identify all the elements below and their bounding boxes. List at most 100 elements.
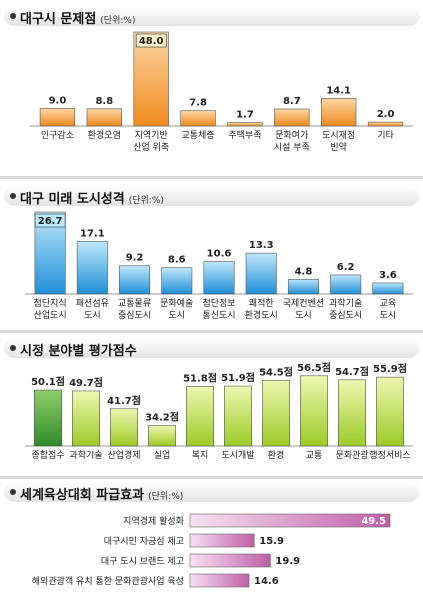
value-label: 4.8 bbox=[295, 266, 313, 277]
value-label: 8.7 bbox=[283, 96, 301, 107]
value-label-box bbox=[135, 33, 167, 48]
value-label: 10.6 bbox=[207, 248, 232, 259]
panel-title: 시정 분야별 평가점수 bbox=[20, 344, 137, 359]
value-label: 7.8 bbox=[189, 98, 207, 109]
value-label: 17.1 bbox=[80, 228, 105, 239]
value-label: 14.1 bbox=[326, 85, 351, 96]
value-label: 1.7 bbox=[236, 110, 254, 121]
value-label: 6.2 bbox=[337, 262, 355, 273]
bar bbox=[76, 241, 108, 295]
bar bbox=[133, 31, 169, 127]
bullet-icon bbox=[10, 489, 16, 495]
category-label: 빈약 bbox=[330, 141, 347, 153]
value-label: 8.8 bbox=[95, 96, 113, 107]
category-label: 대구시민 자긍심 제고 bbox=[104, 536, 184, 547]
value-label: 2.0 bbox=[377, 109, 395, 120]
panel-future: 대구 미래 도시성격 (단위:%) 26.7 첨단지식 산업도시 17.1 패션섬유 도시 9… bbox=[0, 182, 423, 327]
value-label: 49.7점 bbox=[69, 377, 103, 389]
bar bbox=[189, 533, 255, 548]
value-label: 14.6 bbox=[254, 576, 279, 587]
value-label: 9.2 bbox=[126, 253, 144, 264]
category-label: 주택부족 bbox=[228, 130, 261, 141]
category-label: 교통 bbox=[306, 450, 323, 461]
value-label: 55.9점 bbox=[373, 363, 407, 375]
category-label: 해외관광객 유치 통한 문화관광사업 육성 bbox=[32, 575, 184, 587]
category-label: 통신도시 bbox=[202, 310, 235, 321]
category-label: 행정서비스 bbox=[369, 449, 410, 461]
category-label: 문화예술 bbox=[160, 298, 193, 309]
value-label: 48.0 bbox=[139, 36, 164, 47]
bar bbox=[245, 252, 277, 295]
category-label: 대구 도시 브랜드 제고 bbox=[101, 556, 184, 567]
bullet-icon bbox=[10, 13, 16, 19]
category-label: 첨단정보 bbox=[202, 298, 235, 309]
category-label: 과학기술 bbox=[69, 450, 102, 461]
divider bbox=[0, 330, 423, 333]
value-label: 19.9 bbox=[275, 556, 300, 567]
category-label: 지역기반 bbox=[135, 130, 168, 141]
category-label: 국제컨벤션 bbox=[283, 298, 324, 309]
value-label: 56.5점 bbox=[297, 362, 331, 374]
value-label: 8.6 bbox=[168, 255, 186, 266]
bar bbox=[119, 265, 151, 295]
divider bbox=[0, 176, 423, 179]
bar bbox=[372, 282, 404, 295]
chart-problems: 9.0 인구감소 8.8 환경오염 48.0 지역기반 산업 위축 7.8 교통체증 1.7 주택부… bbox=[4, 30, 419, 160]
chart-effects: 지역경제 활성화 49.5 대구시민 자긍심 제고 15.9 대구 도시 브랜드 제고 1… bbox=[4, 506, 419, 611]
category-label: 실업 bbox=[154, 450, 171, 461]
category-label: 문화여가 bbox=[275, 129, 308, 141]
value-label: 41.7점 bbox=[107, 395, 141, 407]
panel-title: 세계육상대회 파급효과 (단위:%) bbox=[20, 488, 184, 503]
panel-header: 대구시 문제점 (단위:%) bbox=[4, 6, 419, 27]
bar bbox=[224, 385, 252, 447]
category-label: 첨단지식 bbox=[34, 298, 67, 309]
category-label: 인구감소 bbox=[41, 129, 74, 141]
category-label: 복지 bbox=[192, 450, 209, 461]
divider bbox=[0, 476, 423, 479]
value-label: 50.1점 bbox=[31, 376, 65, 388]
bar bbox=[274, 108, 310, 127]
category-label: 산업도시 bbox=[34, 310, 67, 321]
category-label: 산업경제 bbox=[107, 449, 140, 461]
chart-scores: 50.1점 종합점수 49.7점 과학기술 41.7점 산업경제 34.2점 실업 51.8점 복… bbox=[4, 362, 419, 474]
category-label: 패션섬유 bbox=[76, 298, 109, 309]
bar bbox=[287, 278, 319, 295]
value-label: 26.7 bbox=[38, 216, 63, 227]
category-label: 과학기술 bbox=[329, 298, 362, 309]
bar bbox=[227, 122, 263, 127]
category-label: 문화관광 bbox=[335, 449, 368, 461]
category-label: 환경도시 bbox=[245, 309, 278, 321]
category-label: 기타 bbox=[377, 130, 394, 141]
value-label: 51.8점 bbox=[183, 372, 217, 384]
value-label-box bbox=[34, 213, 66, 228]
category-label: 교통체증 bbox=[182, 130, 215, 141]
bar bbox=[189, 513, 391, 528]
category-label: 중심도시 bbox=[118, 310, 151, 321]
value-label: 51.9점 bbox=[221, 372, 255, 384]
category-label: 교육 bbox=[380, 298, 397, 309]
bar bbox=[186, 385, 214, 447]
bar bbox=[338, 379, 366, 447]
panel-title: 대구시 문제점 (단위:%) bbox=[20, 12, 136, 27]
chart-effects-svg: 지역경제 활성화 49.5 대구시민 자긍심 제고 15.9 대구 도시 브랜드 제고 1… bbox=[32, 513, 391, 588]
bar bbox=[367, 121, 404, 127]
bar bbox=[86, 108, 122, 127]
category-label: 종합점수 bbox=[31, 449, 64, 461]
category-label: 도시 bbox=[380, 310, 397, 321]
category-label: 환경오염 bbox=[88, 129, 121, 141]
category-label: 도시 bbox=[295, 310, 312, 321]
bar bbox=[376, 376, 404, 447]
value-label: 13.3 bbox=[249, 240, 274, 251]
value-label: 49.5 bbox=[361, 516, 386, 527]
bar bbox=[161, 267, 193, 295]
panel-scores: 시정 분야별 평가점수 50.1점 종합점수 49.7점 과학기술 41.7점 산업경제 3… bbox=[0, 334, 423, 474]
bullet-icon bbox=[10, 345, 16, 351]
bar bbox=[262, 379, 290, 447]
bar bbox=[110, 408, 138, 447]
panel-header: 세계육상대회 파급효과 (단위:%) bbox=[4, 482, 419, 503]
value-label: 9.0 bbox=[49, 95, 67, 106]
category-label: 도시 bbox=[168, 310, 185, 321]
value-label: 15.9 bbox=[259, 536, 284, 547]
